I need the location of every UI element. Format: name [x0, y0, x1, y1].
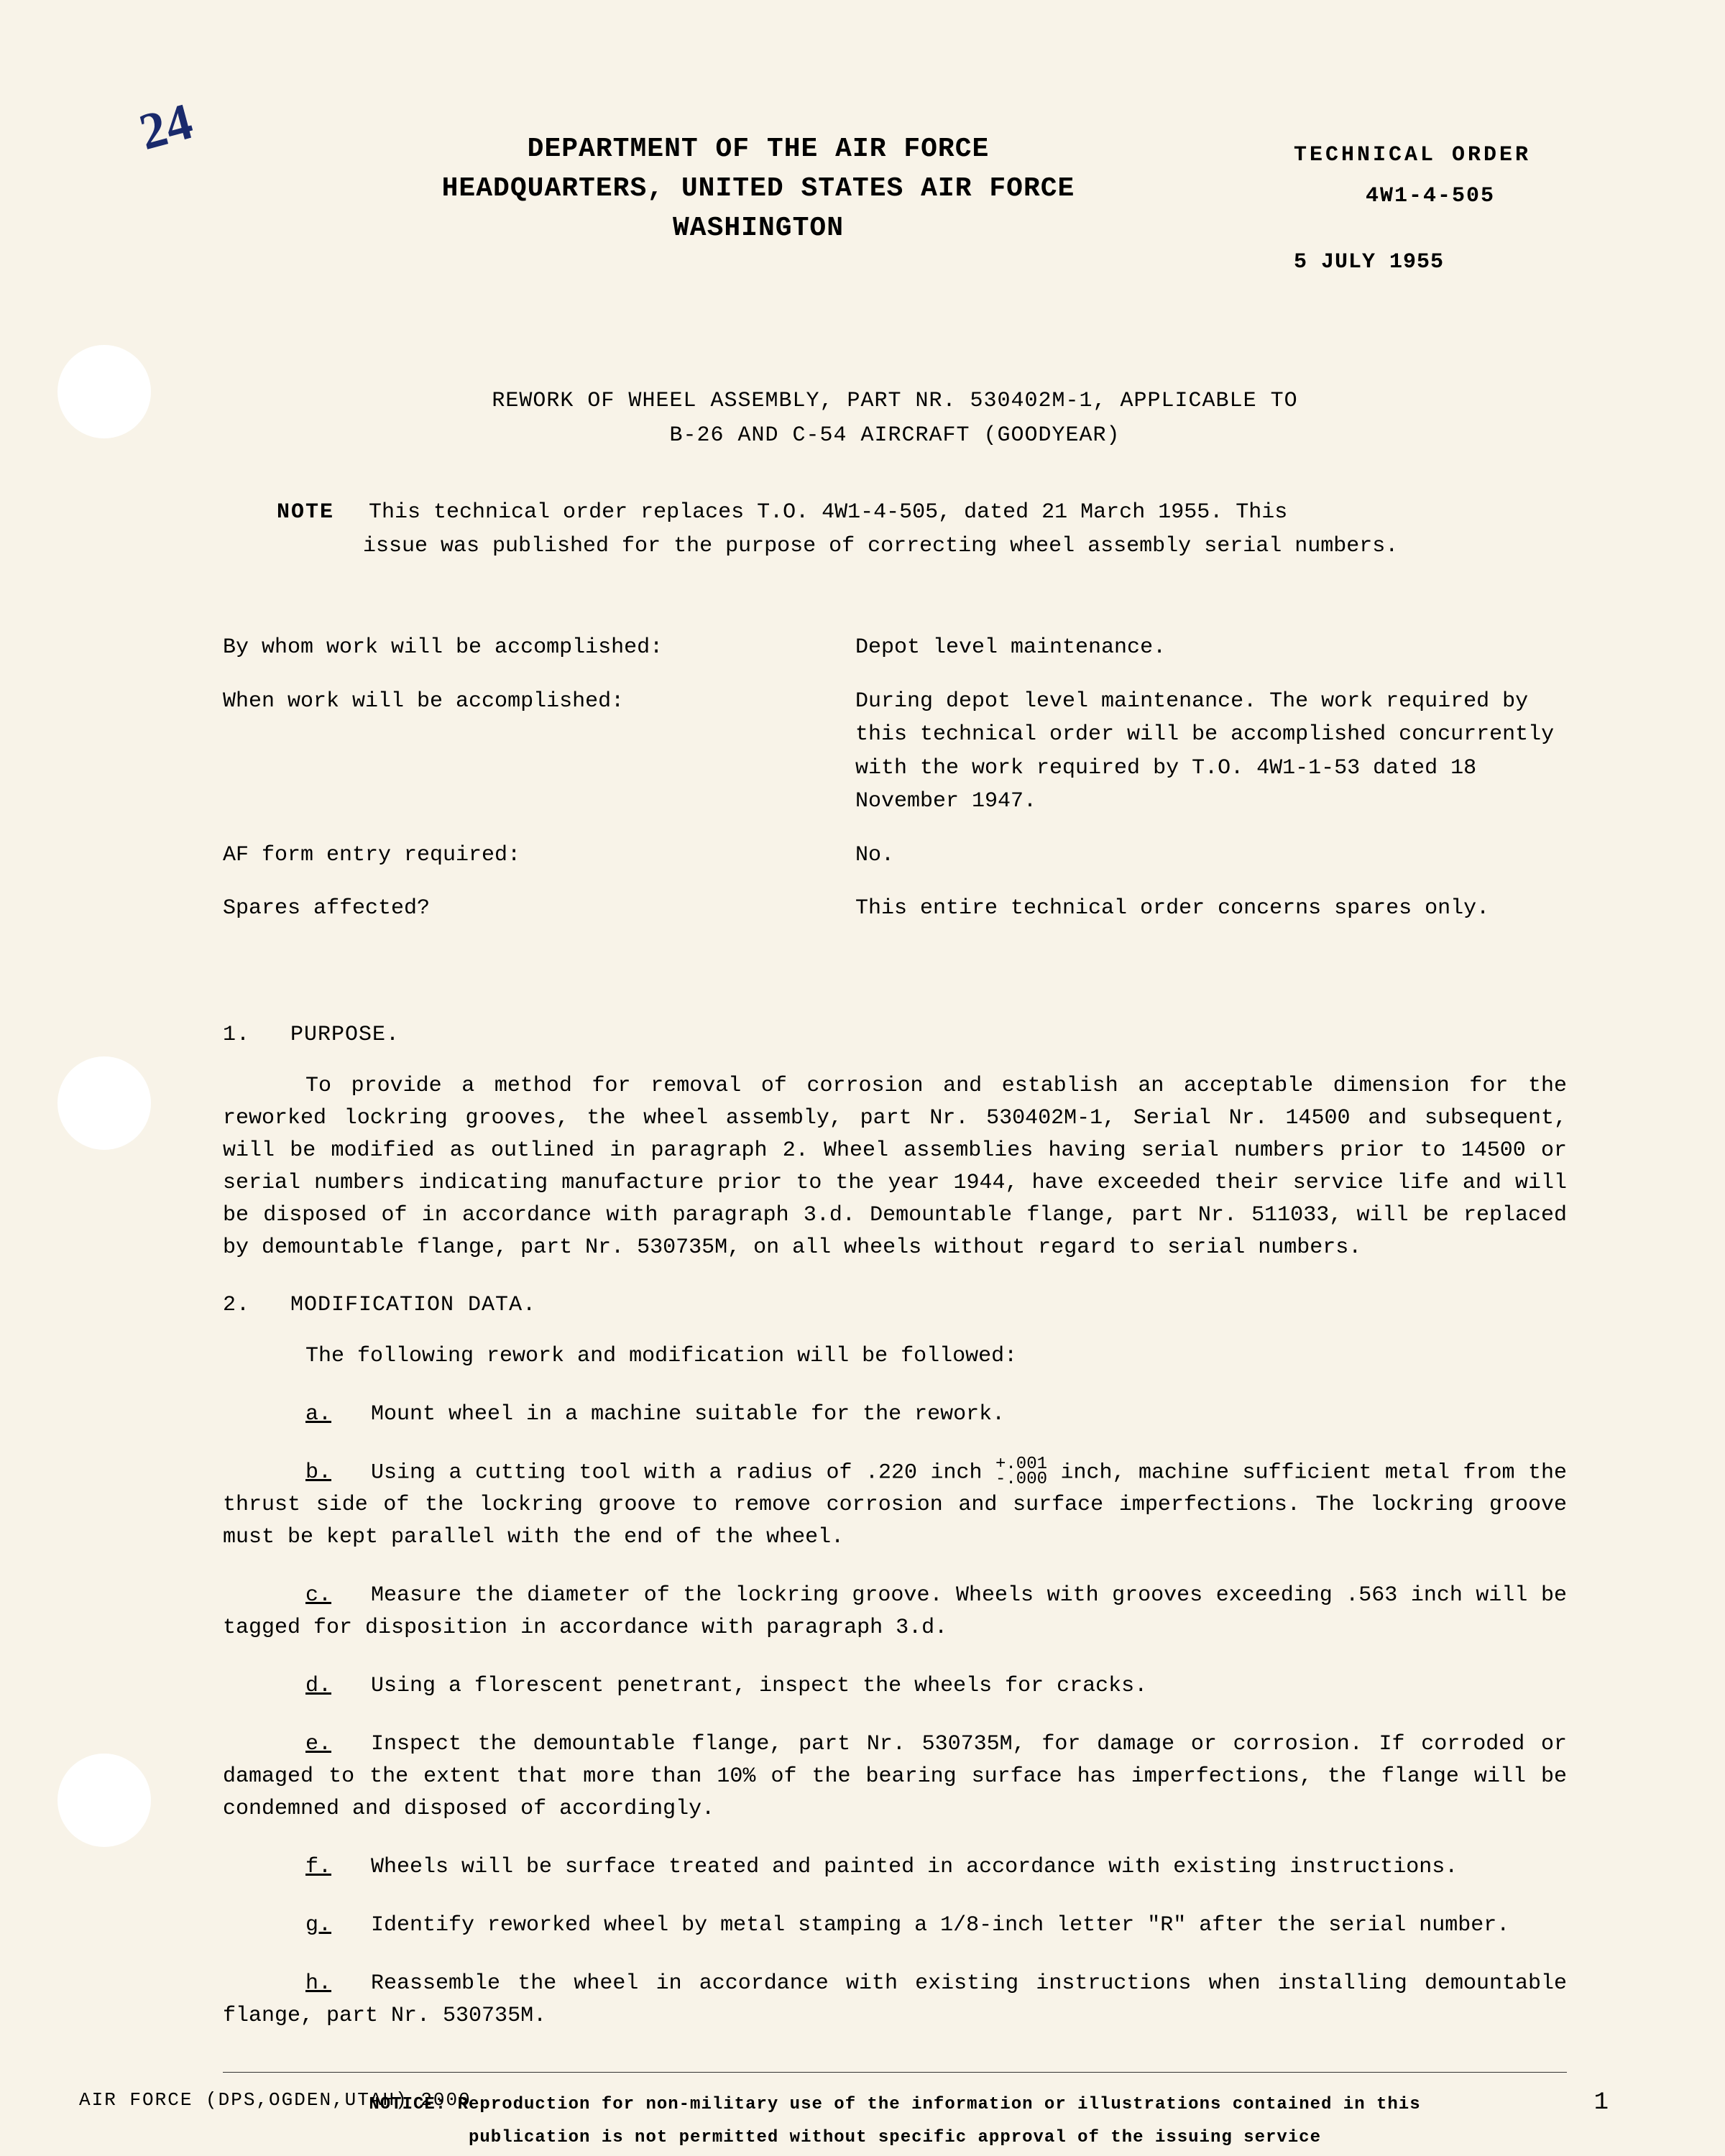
tech-order-label: TECHNICAL ORDER	[1294, 135, 1567, 176]
mod-item-d: d. Using a florescent penetrant, inspect …	[223, 1670, 1567, 1703]
notice-text-2: publication is not permitted without spe…	[469, 2128, 1321, 2147]
mod-item-g: g. Identify reworked wheel by metal stamp…	[223, 1909, 1567, 1942]
punch-hole	[58, 1754, 151, 1847]
title-line-1: REWORK OF WHEEL ASSEMBLY, PART NR. 53040…	[223, 384, 1567, 418]
mod-item-c: c.Measure the diameter of the lockring g…	[223, 1580, 1567, 1644]
section-number: 1.	[223, 1023, 277, 1047]
modification-intro: The following rework and modification wi…	[223, 1340, 1567, 1373]
info-value: No.	[855, 839, 1567, 872]
item-letter: d.	[305, 1670, 331, 1703]
item-text: Wheels will be surface treated and paint…	[371, 1855, 1458, 1879]
document-header: DEPARTMENT OF THE AIR FORCE HEADQUARTERS…	[223, 129, 1567, 283]
info-row: By whom work will be accomplished: Depot…	[223, 631, 1567, 665]
punch-hole	[58, 1056, 151, 1150]
document-date: 5 JULY 1955	[1294, 242, 1567, 283]
header-right: TECHNICAL ORDER 4W1-4-505 5 JULY 1955	[1294, 129, 1567, 283]
item-letter: g.	[305, 1909, 331, 1942]
department-line: DEPARTMENT OF THE AIR FORCE	[223, 129, 1294, 169]
document-page: 24 DEPARTMENT OF THE AIR FORCE HEADQUART…	[0, 0, 1725, 2156]
item-text-before: Using a cutting tool with a radius of .2…	[371, 1460, 995, 1485]
item-text: Identify reworked wheel by metal stampin…	[371, 1913, 1509, 1938]
header-center: DEPARTMENT OF THE AIR FORCE HEADQUARTERS…	[223, 129, 1294, 283]
section-heading-purpose: 1. PURPOSE.	[223, 1023, 1567, 1047]
mod-item-f: f. Wheels will be surface treated and pai…	[223, 1851, 1567, 1884]
item-text: Inspect the demountable flange, part Nr.…	[223, 1732, 1567, 1821]
item-text: Measure the diameter of the lockring gro…	[223, 1583, 1567, 1640]
item-text: Using a florescent penetrant, inspect th…	[371, 1674, 1147, 1698]
note-line-1: NOTE This technical order replaces T.O. …	[277, 496, 1567, 530]
item-letter: a.	[305, 1399, 331, 1431]
item-text: Mount wheel in a machine suitable for th…	[371, 1402, 1005, 1427]
item-letter: c.	[305, 1580, 331, 1612]
tech-order-number: 4W1-4-505	[1294, 176, 1567, 217]
info-label: AF form entry required:	[223, 839, 855, 872]
section-number: 2.	[223, 1293, 277, 1317]
info-row: Spares affected? This entire technical o…	[223, 892, 1567, 926]
note-line-2: issue was published for the purpose of c…	[277, 530, 1567, 563]
info-label: When work will be accomplished:	[223, 685, 855, 819]
handwritten-annotation: 24	[133, 91, 198, 162]
footer-left: AIR FORCE (DPS,OGDEN,UTAH) 2000	[79, 2089, 472, 2116]
mod-item-b: b. Using a cutting tool with a radius of …	[223, 1457, 1567, 1554]
mod-item-a: a. Mount wheel in a machine suitable for …	[223, 1399, 1567, 1431]
punch-hole	[58, 345, 151, 438]
item-letter: h.	[305, 1968, 331, 2000]
note-text-1: This technical order replaces T.O. 4W1-4…	[369, 500, 1287, 525]
item-letter: b.	[305, 1457, 331, 1489]
item-text: Reassemble the wheel in accordance with …	[223, 1971, 1567, 2028]
info-row: When work will be accomplished: During d…	[223, 685, 1567, 819]
info-table: By whom work will be accomplished: Depot…	[223, 631, 1567, 926]
section-heading-modification: 2. MODIFICATION DATA.	[223, 1293, 1567, 1317]
info-label: Spares affected?	[223, 892, 855, 926]
headquarters-line: HEADQUARTERS, UNITED STATES AIR FORCE	[223, 169, 1294, 208]
page-number: 1	[1594, 2089, 1610, 2116]
document-title: REWORK OF WHEEL ASSEMBLY, PART NR. 53040…	[223, 384, 1567, 453]
location-line: WASHINGTON	[223, 208, 1294, 248]
tolerance-value: +.001-.000	[995, 1457, 1047, 1488]
note-block: NOTE This technical order replaces T.O. …	[223, 496, 1567, 563]
info-row: AF form entry required: No.	[223, 839, 1567, 872]
item-letter: e.	[305, 1728, 331, 1761]
mod-item-h: h.Reassemble the wheel in accordance wit…	[223, 1968, 1567, 2032]
info-value: Depot level maintenance.	[855, 631, 1567, 665]
section-title: MODIFICATION DATA.	[290, 1293, 536, 1317]
purpose-body: To provide a method for removal of corro…	[223, 1070, 1567, 1264]
item-letter: f.	[305, 1851, 331, 1884]
info-label: By whom work will be accomplished:	[223, 631, 855, 665]
page-footer: AIR FORCE (DPS,OGDEN,UTAH) 2000 1	[79, 2089, 1610, 2116]
note-label: NOTE	[277, 496, 356, 530]
mod-item-e: e.Inspect the demountable flange, part N…	[223, 1728, 1567, 1825]
title-line-2: B-26 AND C-54 AIRCRAFT (GOODYEAR)	[223, 418, 1567, 453]
info-value: This entire technical order concerns spa…	[855, 892, 1567, 926]
section-title: PURPOSE.	[290, 1023, 400, 1047]
info-value: During depot level maintenance. The work…	[855, 685, 1567, 819]
